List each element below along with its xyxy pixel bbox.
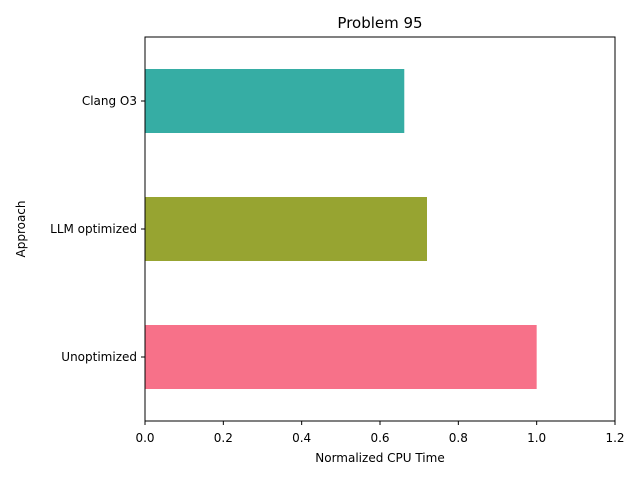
x-axis-ticks: 0.0 0.2 0.4 0.6 0.8 1.0 1.2 [135,421,625,445]
y-tick-label: Clang O3 [82,94,137,108]
y-tick-label: LLM optimized [50,222,137,236]
x-tick-label: 0.2 [214,431,233,445]
bar-llm-optimized [145,197,427,261]
bar-clang-o3 [145,69,405,133]
y-axis-title: Approach [14,200,28,257]
x-tick-label: 0.0 [135,431,154,445]
x-tick-label: 0.4 [292,431,311,445]
bar-unoptimized [145,325,537,389]
bars-group [145,69,537,389]
x-tick-label: 1.2 [605,431,624,445]
chart-title: Problem 95 [337,14,422,32]
y-axis-ticks: Unoptimized LLM optimized Clang O3 [50,94,145,364]
x-tick-label: 1.0 [527,431,546,445]
y-tick-label: Unoptimized [61,350,137,364]
x-tick-label: 0.6 [370,431,389,445]
x-tick-label: 0.8 [449,431,468,445]
x-axis-title: Normalized CPU Time [315,451,444,465]
